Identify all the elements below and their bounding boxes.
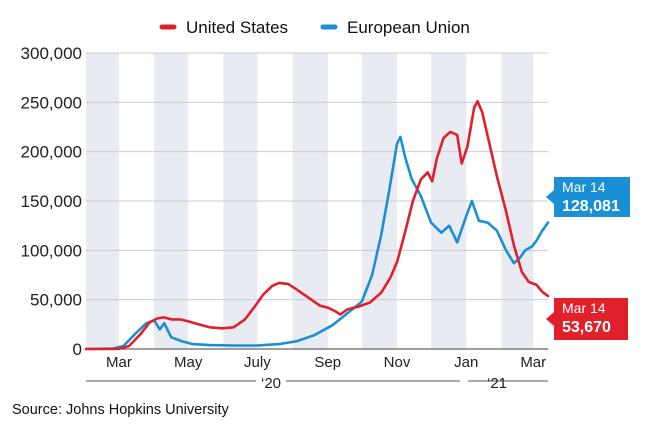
year-label: ‘21: [487, 375, 507, 392]
y-tick-label: 150,000: [21, 192, 82, 211]
end-label: Mar 14 53,670: [546, 298, 628, 340]
end-label-value: 128,081: [562, 198, 620, 215]
end-label: Mar 14 128,081: [546, 177, 630, 217]
x-tick-label: Sep: [314, 354, 341, 371]
end-label-box: [554, 298, 628, 340]
end-labels: Mar 14 128,081 Mar 14 53,670: [546, 177, 630, 340]
x-tick-label: Jan: [454, 354, 478, 371]
y-tick-label: 200,000: [21, 143, 82, 162]
series-line: [84, 100, 550, 351]
end-label-value: 53,670: [562, 319, 611, 336]
legend-label: United States: [186, 18, 288, 37]
legend-label: European Union: [347, 18, 470, 37]
series-lines: [84, 100, 550, 351]
legend: United States European Union: [159, 18, 470, 37]
y-tick-label: 250,000: [21, 93, 82, 112]
legend-item: United States: [159, 18, 288, 37]
y-tick-label: 100,000: [21, 241, 82, 260]
x-tick-label: July: [244, 354, 271, 371]
end-label-date: Mar 14: [562, 300, 606, 316]
year-label: ‘20: [261, 375, 281, 392]
end-label-box: [554, 177, 630, 217]
x-tick-label: Nov: [384, 354, 411, 371]
y-axis: 0 50,000 100,000 150,000 200,000 250,000 300,0…: [21, 44, 82, 359]
legend-item: European Union: [320, 18, 470, 37]
source-note: Source: Johns Hopkins University: [12, 402, 230, 418]
end-label-date: Mar 14: [562, 179, 606, 195]
end-label-pointer: [546, 190, 554, 204]
y-tick-label: 50,000: [30, 291, 82, 310]
x-tick-label: Mar: [106, 354, 132, 371]
year-gap: [256, 378, 286, 386]
year-axis: ‘20 ‘21: [86, 375, 548, 392]
y-tick-label: 300,000: [21, 44, 82, 63]
x-axis: Mar May July Sep Nov Jan Mar: [106, 354, 546, 371]
end-label-pointer: [546, 312, 554, 326]
x-tick-label: Mar: [520, 354, 546, 371]
series-line: [84, 135, 550, 351]
y-tick-label: 0: [73, 340, 82, 359]
x-tick-label: May: [174, 354, 203, 371]
